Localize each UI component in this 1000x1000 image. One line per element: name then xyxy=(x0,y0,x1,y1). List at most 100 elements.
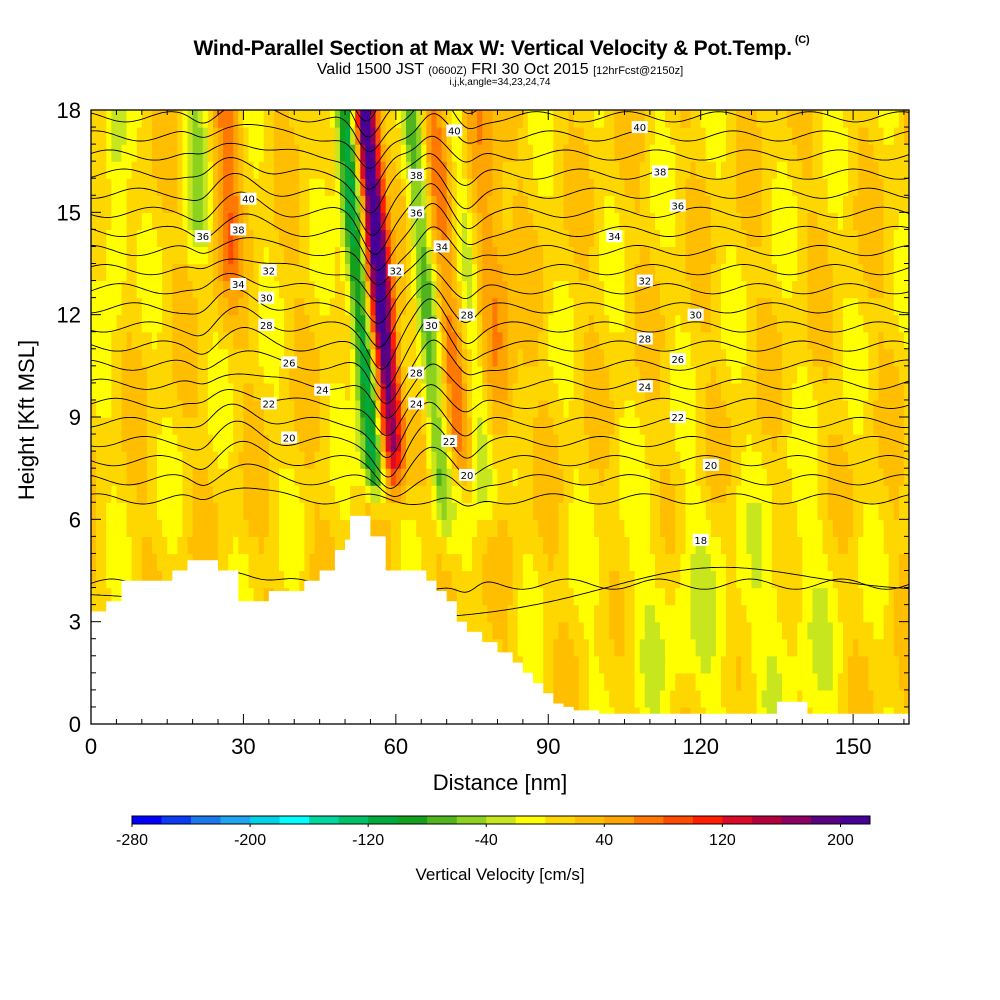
velocity-cell xyxy=(441,502,448,520)
velocity-cell xyxy=(787,621,793,640)
velocity-cell xyxy=(477,502,483,520)
velocity-cell xyxy=(370,519,377,537)
velocity-cell xyxy=(517,365,524,384)
velocity-cell xyxy=(477,314,483,333)
velocity-cell xyxy=(121,434,128,452)
velocity-cell xyxy=(497,417,504,435)
velocity-cell xyxy=(665,314,671,333)
velocity-cell xyxy=(660,451,666,469)
velocity-cell xyxy=(436,468,443,486)
velocity-cell xyxy=(411,297,417,316)
velocity-cell xyxy=(466,229,473,248)
velocity-cell xyxy=(863,536,869,555)
velocity-cell xyxy=(365,297,372,316)
velocity-cell xyxy=(157,519,163,537)
velocity-cell xyxy=(893,519,900,537)
velocity-cell xyxy=(461,382,468,401)
velocity-cell xyxy=(172,365,178,384)
velocity-cell xyxy=(776,314,783,333)
velocity-cell xyxy=(212,297,219,316)
velocity-cell xyxy=(324,451,331,469)
velocity-cell xyxy=(873,280,880,299)
velocity-cell xyxy=(426,451,433,469)
velocity-cell xyxy=(903,417,909,435)
velocity-cell xyxy=(751,502,758,520)
velocity-cell xyxy=(746,331,753,350)
velocity-cell xyxy=(797,417,803,435)
velocity-cell xyxy=(629,382,636,401)
velocity-cell xyxy=(878,365,885,384)
velocity-cell xyxy=(761,229,768,248)
velocity-cell xyxy=(497,399,504,418)
velocity-cell xyxy=(573,485,580,503)
velocity-cell xyxy=(360,314,366,333)
velocity-cell xyxy=(761,212,768,230)
velocity-cell xyxy=(400,553,407,572)
velocity-cell xyxy=(842,417,849,435)
velocity-cell xyxy=(675,587,681,606)
velocity-cell xyxy=(568,229,575,248)
velocity-cell xyxy=(634,263,641,282)
velocity-cell xyxy=(756,587,763,606)
velocity-cell xyxy=(380,331,387,350)
velocity-cell xyxy=(685,536,692,555)
velocity-cell xyxy=(624,417,631,435)
velocity-cell xyxy=(731,365,737,384)
velocity-cell xyxy=(578,604,585,623)
velocity-cell xyxy=(715,314,722,333)
velocity-cell xyxy=(492,331,499,350)
velocity-cell xyxy=(746,246,753,265)
velocity-cell xyxy=(593,229,600,248)
velocity-cell xyxy=(309,229,316,248)
velocity-cell xyxy=(212,382,219,401)
velocity-cell xyxy=(898,485,905,503)
velocity-cell xyxy=(558,451,565,469)
velocity-cell xyxy=(131,195,138,213)
velocity-cell xyxy=(700,195,707,213)
velocity-cell xyxy=(644,587,651,606)
velocity-cell xyxy=(685,468,692,486)
velocity-cell xyxy=(182,553,189,572)
velocity-cell xyxy=(690,468,697,486)
velocity-cell xyxy=(853,212,859,230)
velocity-cell xyxy=(314,229,321,248)
velocity-cell xyxy=(278,365,285,384)
velocity-cell xyxy=(700,519,707,537)
velocity-cell xyxy=(263,502,270,520)
velocity-cell xyxy=(345,280,351,299)
velocity-cell xyxy=(350,229,356,248)
velocity-cell xyxy=(873,229,880,248)
velocity-cell xyxy=(416,553,422,572)
velocity-cell xyxy=(512,399,519,418)
velocity-cell xyxy=(538,417,544,435)
velocity-cell xyxy=(873,348,880,367)
velocity-cell xyxy=(802,365,808,384)
velocity-cell xyxy=(756,485,763,503)
velocity-cell xyxy=(324,331,331,350)
velocity-cell xyxy=(411,280,417,299)
velocity-cell xyxy=(756,263,763,282)
velocity-cell xyxy=(685,553,692,572)
velocity-cell xyxy=(660,519,666,537)
velocity-cell xyxy=(273,280,280,299)
velocity-cell xyxy=(253,570,260,589)
velocity-cell xyxy=(324,212,331,230)
velocity-cell xyxy=(695,382,702,401)
velocity-cell xyxy=(355,434,361,452)
velocity-cell xyxy=(121,263,128,282)
velocity-cell xyxy=(848,280,854,299)
velocity-cell xyxy=(604,195,610,213)
velocity-cell xyxy=(502,485,509,503)
velocity-cell xyxy=(512,195,519,213)
velocity-cell xyxy=(665,263,671,282)
velocity-cell xyxy=(842,468,849,486)
velocity-cell xyxy=(878,587,885,606)
velocity-cell xyxy=(329,263,336,282)
velocity-cell xyxy=(710,195,717,213)
velocity-cell xyxy=(487,280,493,299)
velocity-cell xyxy=(893,280,900,299)
velocity-cell xyxy=(665,655,671,674)
velocity-cell xyxy=(670,263,676,282)
velocity-cell xyxy=(355,246,361,265)
velocity-cell xyxy=(751,331,758,350)
